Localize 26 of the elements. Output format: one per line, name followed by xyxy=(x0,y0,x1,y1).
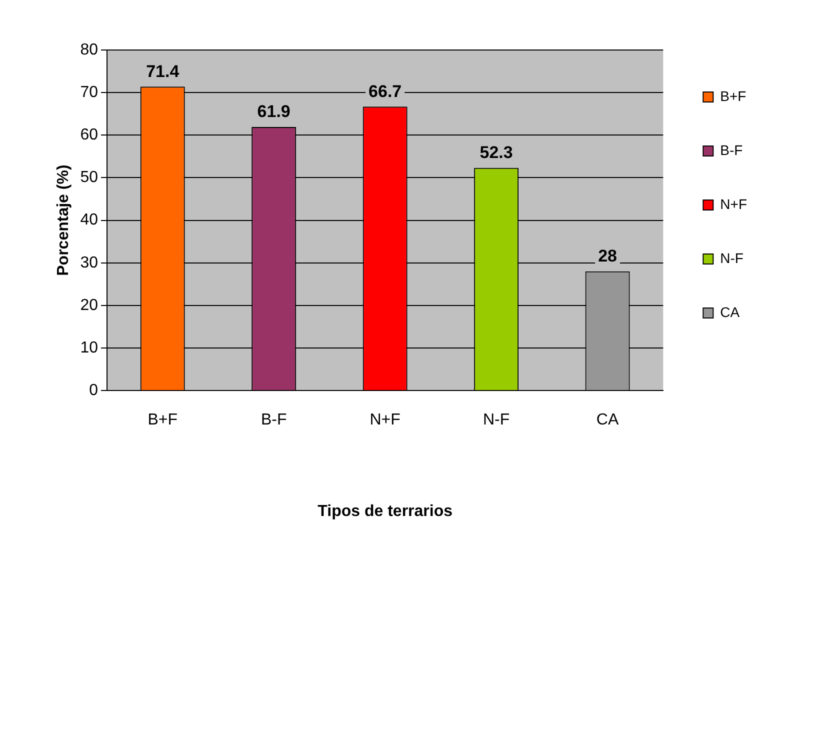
y-tick-label: 0 xyxy=(89,382,98,400)
y-tick-label: 40 xyxy=(80,212,98,229)
data-label: 66.7 xyxy=(368,82,402,101)
data-label: 28 xyxy=(598,246,618,266)
x-tick-label: B-F xyxy=(260,412,287,429)
x-tick-label: B+F xyxy=(148,412,178,429)
y-tick-label: 10 xyxy=(80,339,98,356)
y-axis-title: Porcentaje (%) xyxy=(55,164,72,276)
x-tick-label: CA xyxy=(596,412,619,429)
x-tick-label: N+F xyxy=(370,412,401,429)
x-axis-title: Tipos de terrarios xyxy=(318,502,453,520)
y-tick-label: 30 xyxy=(80,254,98,272)
data-label: 71.4 xyxy=(146,62,180,81)
y-tick-label: 80 xyxy=(80,41,98,58)
y-tick-label: 60 xyxy=(80,126,98,144)
x-tick-label: N-F xyxy=(482,412,510,429)
legend-label: N-F xyxy=(720,250,744,266)
legend-label: CA xyxy=(720,304,740,320)
data-label: 52.3 xyxy=(480,143,513,162)
legend-label: B+F xyxy=(720,88,746,104)
y-tick-label: 70 xyxy=(80,84,98,101)
y-tick-label: 20 xyxy=(80,296,98,314)
legend-label: N+F xyxy=(720,196,748,212)
data-label: 61.9 xyxy=(257,102,290,122)
legend-label: B-F xyxy=(720,142,743,158)
y-tick-label: 50 xyxy=(80,169,98,186)
